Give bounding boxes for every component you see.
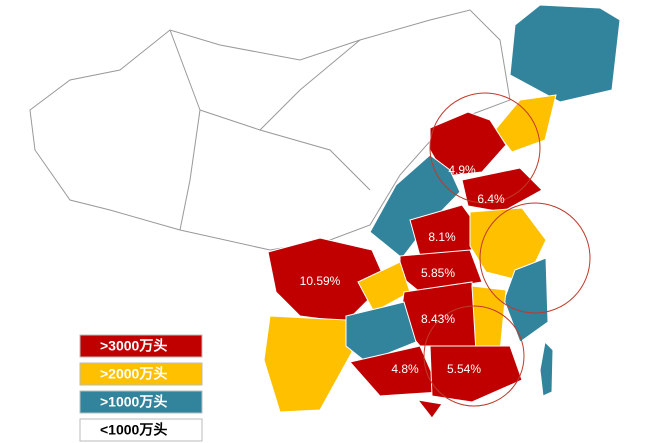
region-label: 6.4%	[477, 192, 505, 206]
legend-swatch	[79, 362, 203, 386]
legend-swatch	[79, 334, 203, 358]
region-label: 8.43%	[421, 312, 455, 326]
legend-label: >1000万头	[100, 394, 167, 410]
region-label: 4.8%	[391, 362, 419, 376]
region-label: 5.85%	[421, 266, 455, 280]
legend-swatch	[79, 418, 203, 442]
western-provinces	[29, 9, 511, 251]
legend-label: >3000万头	[100, 338, 167, 354]
highlight-circles	[423, 92, 591, 407]
legend-label: >2000万头	[100, 366, 167, 382]
provinces	[263, 4, 621, 419]
legend: >3000万头 >2000万头 >1000万头 <1000万头	[79, 334, 203, 442]
legend-label: <1000万头	[100, 422, 167, 438]
region-label: 8.1%	[428, 230, 456, 244]
region-label: 10.59%	[300, 274, 341, 288]
region-labels: 4.9% 6.4% 8.1% 5.85% 10.59% 8.43% 4.8% 5.54%	[300, 163, 505, 376]
region-label: 4.9%	[448, 163, 476, 177]
legend-swatch	[79, 390, 203, 414]
region-label: 5.54%	[447, 362, 481, 376]
